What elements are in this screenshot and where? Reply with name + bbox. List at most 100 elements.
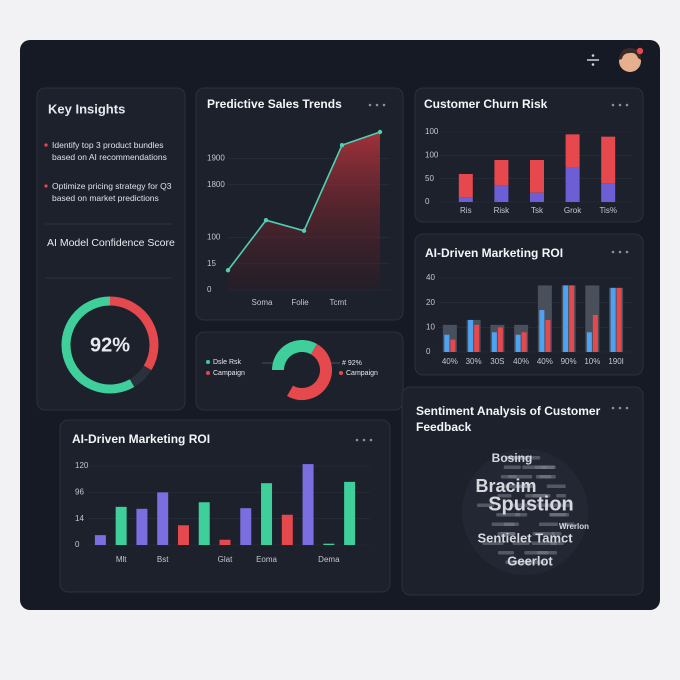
bar [586,332,592,352]
bar [468,319,474,352]
y-tick-label: 10 [426,322,435,331]
x-tick-label: Mlt [116,555,127,564]
cloud-filler [547,503,573,507]
gauge-arc [109,296,159,371]
y-tick-label: 50 [425,174,434,183]
point [225,268,231,273]
gauge-arc [61,296,135,394]
x-tick-label: 190I [608,357,624,366]
y-tick-label: 40 [426,273,435,282]
chart-title: Customer Churn Risk [424,97,548,111]
bar [323,543,335,545]
bar-segment [458,197,473,202]
card [36,87,186,411]
bar [497,327,503,352]
cloud-filler [506,456,529,460]
insight-item: Identify top 3 product bundles based on … [52,140,167,162]
cloud-word: Bosing [492,451,533,465]
bar [261,483,273,545]
bar [444,334,450,352]
divide-dot [591,54,595,57]
bar [136,508,148,545]
cloud-filler [523,484,535,488]
cloud-filler [515,513,528,517]
bar-segment [565,134,580,167]
cloud-filler [541,465,555,469]
cloud-filler [496,513,521,517]
header-icons [587,47,644,72]
x-tick-label: Tcmt [330,298,348,307]
legend-dot [206,360,210,364]
bar [302,464,314,545]
bar [450,339,456,352]
chart-title: Predictive Sales Trends [207,97,342,111]
cloud-filler [497,551,514,555]
bar [198,502,210,545]
cloud-filler [536,503,550,507]
x-tick-label: Risk [494,206,511,215]
bar [539,310,545,352]
cloud-word: Wrerlon [559,522,589,531]
chart-title: AI-Driven Marketing ROI [425,246,563,260]
x-tick-label: 90% [561,357,577,366]
avatar[interactable] [619,50,641,72]
bar-segment [494,160,509,186]
y-tick-label: 0 [425,197,430,206]
bar [281,514,293,545]
bar-segment [530,160,544,193]
bar [177,525,189,545]
gauge-value: 92% [90,334,130,356]
cloud-filler [500,475,517,479]
x-tick-label: 30% [466,357,482,366]
cloud-filler [550,541,564,545]
bar [491,332,497,352]
card-title: Sentiment Analysis of Customer Feedback [416,404,601,434]
cloud-filler [563,522,575,526]
x-tick-label: Folie [291,298,309,307]
y-tick-label: 1800 [207,180,225,189]
cloud-filler [550,513,567,517]
area [228,132,380,290]
bar [219,539,231,545]
bar-segment [530,192,544,202]
x-tick-label: Bst [157,555,169,564]
bar [94,535,106,545]
bar [115,506,127,545]
y-tick-label: 1900 [207,153,225,162]
cloud-word: Bracim [475,476,536,496]
y-tick-label: 20 [426,298,435,307]
x-tick-label: Glat [218,555,233,564]
cloud-filler [538,522,558,526]
bar [157,492,169,545]
notification-dot [636,47,644,55]
y-tick-label: 0 [207,285,212,294]
card [59,419,391,593]
gauge-title: AI Model Confidence Score [47,237,175,249]
cloud-filler [491,522,515,526]
bar [610,287,616,352]
cloud-filler [532,494,551,498]
y-tick-label: 100 [425,150,439,159]
donut-segment [287,344,332,400]
x-tick-label: Soma [252,298,273,307]
cloud-filler [497,494,512,498]
annotation: # 92% [342,360,362,367]
point [263,218,269,223]
cloud-filler [556,494,567,498]
bar-segment [494,185,509,202]
x-tick-label: 40% [513,357,529,366]
y-tick-label: 96 [75,487,84,496]
menu-dots[interactable] [355,103,629,442]
cloud-filler [482,541,504,545]
cloud-filler [524,551,549,555]
x-tick-label: 40% [442,357,458,366]
cloud-word: Geerlot [507,553,553,568]
bar [474,324,480,352]
x-tick-label: Tis% [599,206,616,215]
bar-segment [565,167,580,202]
bullet [44,143,48,147]
bar-segment [458,174,473,198]
bar [344,481,356,545]
